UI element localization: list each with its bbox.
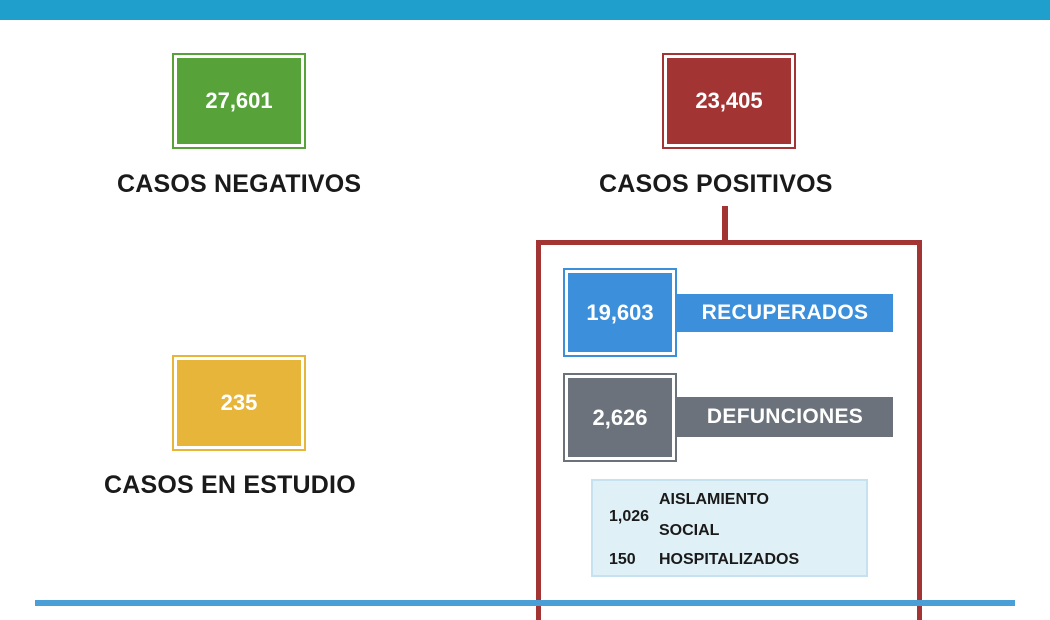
positivos-breakdown-frame [536,240,922,620]
hospitalizados-label: HOSPITALIZADOS [659,551,800,568]
defunciones-value: 2,626 [592,404,648,430]
en-estudio-label: CASOS EN ESTUDIO [104,471,356,499]
positivos-count-box: 23,405 [664,55,794,147]
en-estudio-count-box: 235 [174,357,304,449]
active-cases-detail-box: 1,026 AISLAMIENTO SOCIAL 150 HOSPITALIZA… [591,479,868,577]
positivos-label: CASOS POSITIVOS [599,170,833,198]
defunciones-label: DEFUNCIONES [677,397,893,437]
aislamiento-label-line1: AISLAMIENTO [659,491,769,508]
hospitalizados-value: 150 [609,551,636,568]
en-estudio-value: 235 [220,390,258,415]
defunciones-count-box: 2,626 [565,375,675,460]
recuperados-label: RECUPERADOS [677,294,893,332]
positivos-connector-line [722,206,728,242]
negativos-count-box: 27,601 [174,55,304,147]
aislamiento-value: 1,026 [609,508,650,525]
negativos-value: 27,601 [205,88,273,113]
recuperados-value: 19,603 [586,299,654,325]
positivos-value: 23,405 [695,88,763,113]
header-bar [0,0,1050,20]
footer-line [35,600,1015,606]
aislamiento-label-line2: SOCIAL [659,522,720,539]
recuperados-count-box: 19,603 [565,270,675,355]
negativos-label: CASOS NEGATIVOS [117,170,362,198]
